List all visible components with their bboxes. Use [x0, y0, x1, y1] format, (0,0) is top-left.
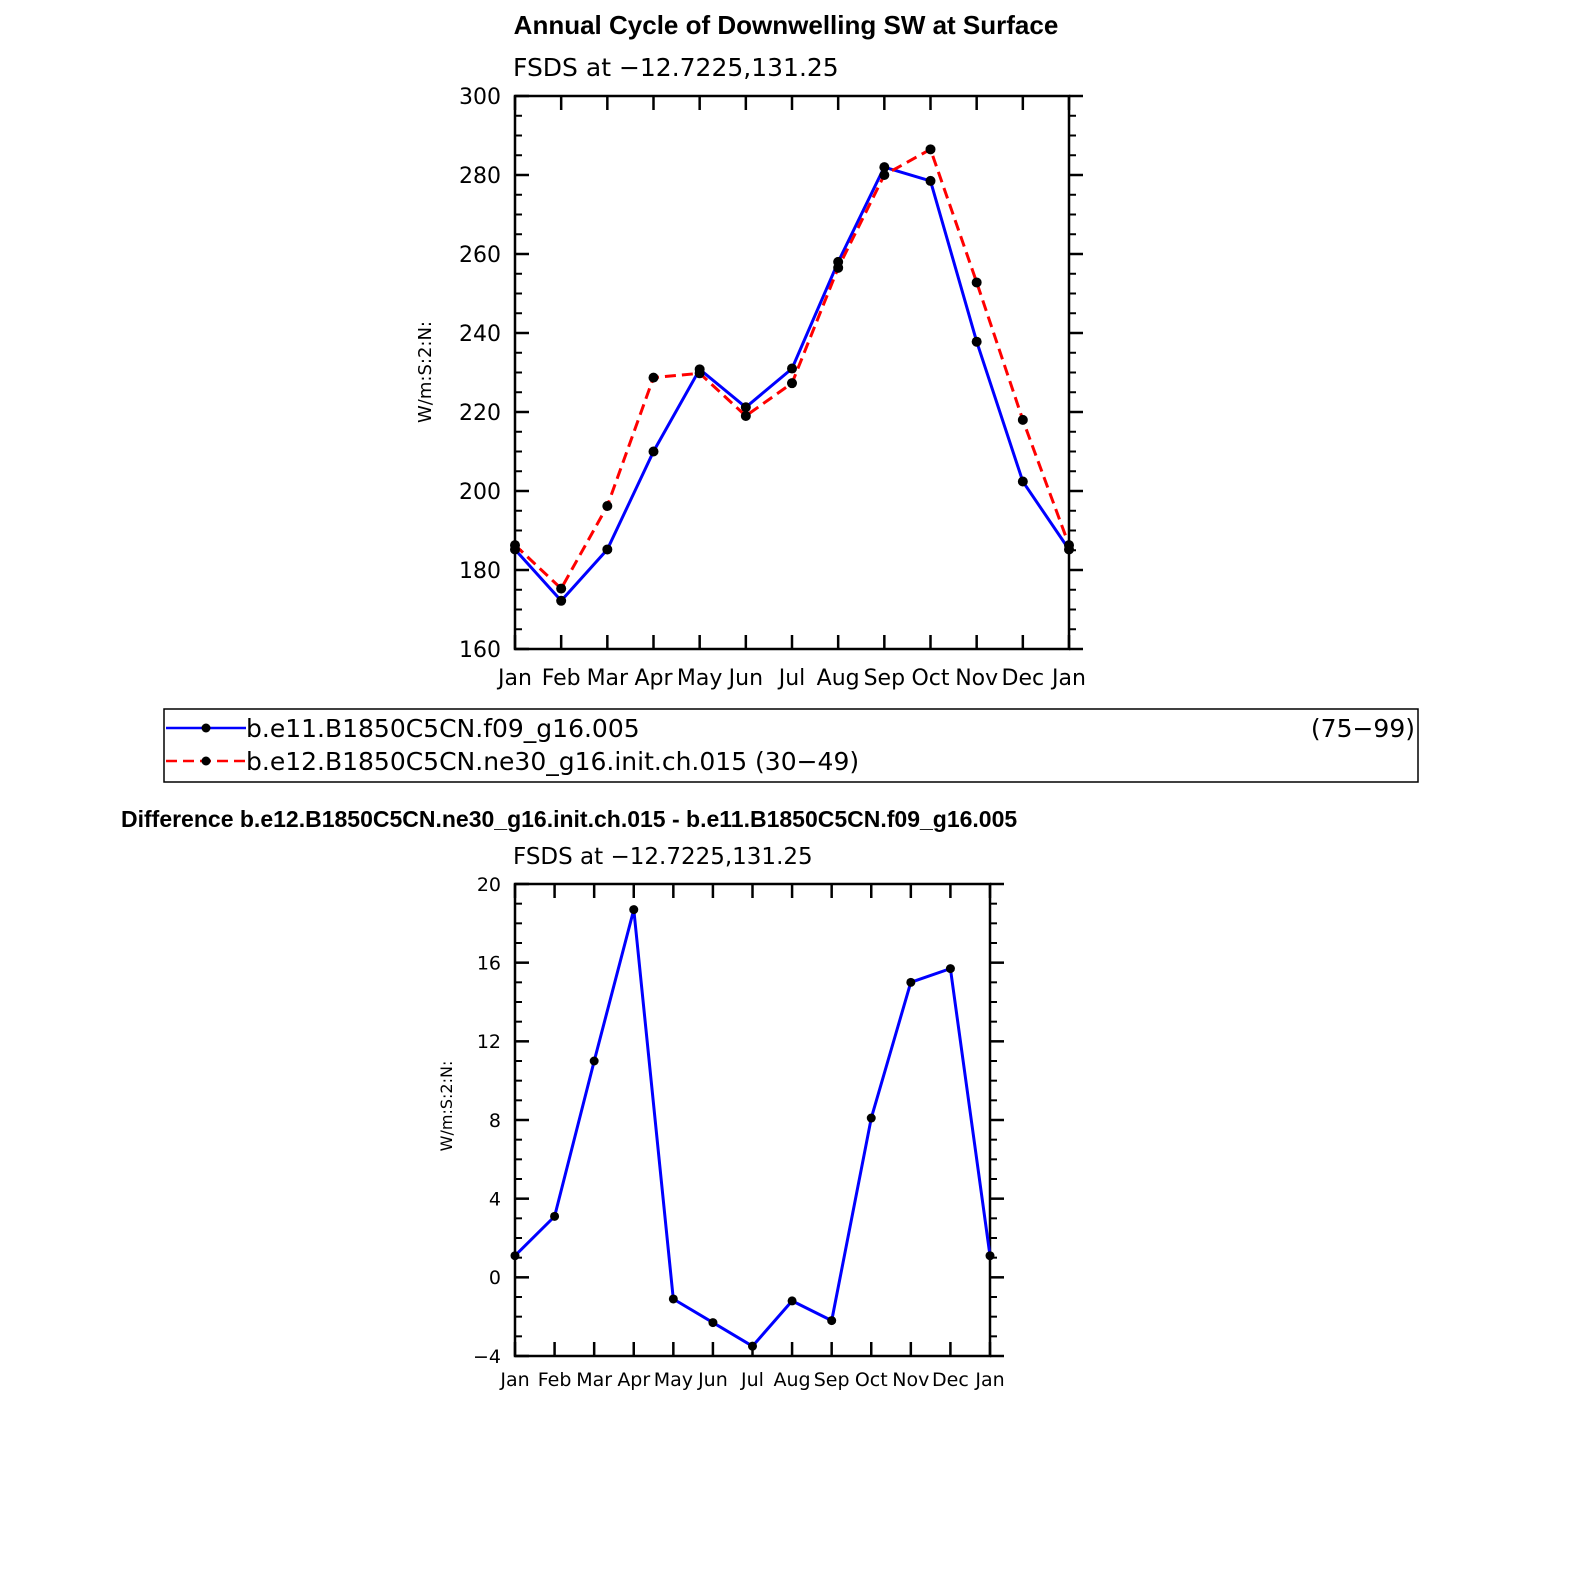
legend-series2-label: b.e12.B1850C5CN.ne30_g16.init.ch.015 (30… [246, 747, 859, 776]
series-1-point [748, 1341, 757, 1351]
series-2-point [602, 501, 613, 512]
legend-series1-years: (75−99) [1311, 714, 1415, 743]
x-tick-label: Sep [864, 666, 905, 691]
series-1-point [906, 977, 916, 987]
series-1-point [602, 544, 613, 555]
series-1-point [866, 1113, 876, 1123]
x-tick-label: Oct [911, 666, 949, 691]
x-tick-label: Mar [587, 666, 629, 691]
x-tick-label: May [677, 666, 722, 691]
y-tick-label: 240 [459, 322, 501, 347]
x-tick-label: Jan [496, 666, 532, 691]
x-tick-label: Jul [740, 1369, 764, 1391]
series-1-point [629, 905, 639, 915]
x-tick-label: Jun [697, 1369, 728, 1391]
series-1-point [827, 1316, 837, 1326]
series-1-point [708, 1318, 718, 1328]
x-tick-label: Nov [955, 666, 998, 691]
x-tick-label: Dec [932, 1369, 969, 1391]
series-2-point [556, 583, 567, 594]
series-2-point [1017, 414, 1028, 425]
series-1-point [648, 446, 659, 457]
y-tick-label: 280 [459, 164, 501, 189]
series-2-point [971, 277, 982, 288]
x-tick-label: Feb [538, 1369, 572, 1391]
x-tick-label: Feb [542, 666, 581, 691]
y-tick-label: 0 [489, 1267, 501, 1289]
x-tick-label: Jan [1050, 666, 1086, 691]
x-tick-label: Aug [817, 666, 860, 691]
plot-frame [513, 882, 992, 1358]
legend: b.e11.B1850C5CN.f09_g16.005 (75−99) b.e1… [163, 708, 1419, 783]
legend-box [163, 708, 1419, 783]
series-2-point [1064, 540, 1074, 551]
x-tick-label: Sep [814, 1369, 850, 1391]
series-1-point [668, 1294, 678, 1304]
y-tick-label: 200 [459, 480, 501, 505]
bottom-plot-area: Jan Feb Mar Apr May Jun Jul Aug Sep Oct Nov Dec Jan−… [473, 874, 1005, 1391]
x-tick-label: Jun [727, 666, 763, 691]
x-tick-label: Apr [634, 666, 673, 691]
series-1-point [589, 1056, 599, 1066]
series-2-point [740, 410, 751, 421]
series-2-point [648, 372, 659, 383]
x-tick-label: Jan [974, 1369, 1004, 1391]
top-y-axis-label: W/m:S:2:N: [415, 321, 436, 423]
y-tick-label: 160 [459, 638, 501, 663]
y-tick-label: 12 [477, 1031, 501, 1053]
legend-series1-marker [201, 723, 211, 733]
series-2-point [879, 170, 890, 180]
series-2-point [787, 378, 797, 389]
series-1-point [945, 964, 955, 974]
y-tick-label: 4 [489, 1189, 501, 1211]
series-1-point [556, 595, 567, 606]
y-tick-label: 220 [459, 401, 501, 426]
legend-series2-marker [201, 756, 211, 766]
bottom-chart-title: Difference b.e12.B1850C5CN.ne30_g16.init… [121, 806, 1017, 832]
series-1-point [1017, 476, 1028, 487]
y-tick-label: 260 [459, 243, 501, 268]
y-tick-label: −4 [473, 1346, 501, 1368]
series-2-point [510, 540, 520, 551]
series-1-point [740, 402, 751, 413]
bottom-y-axis-label: W/m:S:2:N: [437, 1061, 456, 1152]
x-tick-label: Apr [617, 1369, 650, 1391]
y-tick-label: 300 [459, 85, 501, 110]
series-1-point [787, 363, 797, 374]
x-tick-label: Nov [892, 1369, 929, 1391]
bottom-chart-subtitle: FSDS at −12.7225,131.25 [513, 844, 813, 870]
series-2-point [833, 262, 844, 273]
y-tick-label: 180 [459, 559, 501, 584]
series-1-point [510, 1251, 520, 1261]
series-1-point [985, 1251, 995, 1261]
x-tick-label: Aug [774, 1369, 811, 1391]
x-tick-label: May [654, 1369, 693, 1391]
y-tick-label: 8 [489, 1110, 501, 1132]
series-1-point [925, 175, 936, 186]
legend-series1-label: b.e11.B1850C5CN.f09_g16.005 [246, 714, 640, 743]
series-1-point [787, 1296, 797, 1306]
top-plot-area: Jan Feb Mar Apr May Jun Jul Aug Sep Oct Nov Dec Jan1… [459, 85, 1086, 691]
series-1-point [971, 336, 982, 347]
x-tick-label: Oct [855, 1369, 888, 1391]
x-tick-label: Mar [576, 1369, 612, 1391]
series-2-point [694, 368, 705, 379]
y-tick-label: 16 [477, 953, 501, 975]
top-chart-title: Annual Cycle of Downwelling SW at Surfac… [514, 10, 1059, 40]
top-chart-subtitle: FSDS at −12.7225,131.25 [513, 53, 839, 82]
x-tick-label: Jan [499, 1369, 529, 1391]
x-tick-label: Dec [1002, 666, 1045, 691]
series-line-1 [513, 909, 992, 1349]
series-2-point [925, 144, 936, 155]
y-tick-label: 20 [477, 874, 501, 896]
series-1-point [550, 1211, 560, 1221]
x-tick-label: Jul [777, 666, 806, 691]
series-1-point [879, 162, 890, 173]
